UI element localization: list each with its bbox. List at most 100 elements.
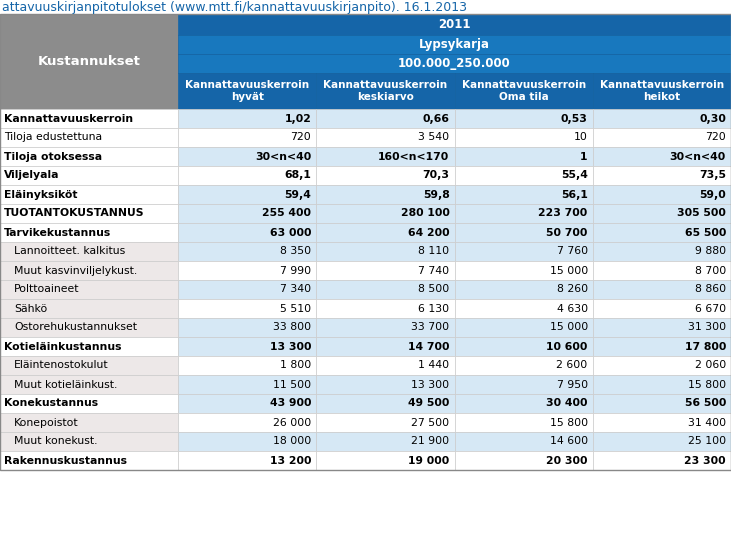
Text: 15 800: 15 800 (550, 418, 588, 428)
Bar (178, 413, 317, 432)
Text: 720: 720 (290, 132, 311, 143)
Bar (455, 223, 593, 242)
Bar (593, 185, 731, 204)
Text: Viljelyala: Viljelyala (4, 170, 59, 180)
Text: 23 300: 23 300 (684, 456, 726, 466)
Bar (0, 280, 178, 299)
Text: 6 130: 6 130 (418, 303, 450, 313)
Bar (317, 242, 455, 261)
Bar (455, 413, 593, 432)
Text: 25 100: 25 100 (688, 436, 726, 446)
Bar (593, 375, 731, 394)
Text: 49 500: 49 500 (408, 398, 450, 409)
Bar (178, 242, 317, 261)
Text: 6 670: 6 670 (695, 303, 726, 313)
Bar (593, 128, 731, 147)
Bar (178, 128, 317, 147)
Bar (593, 356, 731, 375)
Text: 11 500: 11 500 (273, 380, 311, 389)
Text: 20 300: 20 300 (546, 456, 588, 466)
Text: 0,30: 0,30 (699, 114, 726, 123)
Text: 64 200: 64 200 (408, 227, 450, 238)
Bar (0, 432, 178, 451)
Text: Kotieläinkustannus: Kotieläinkustannus (4, 342, 121, 351)
Text: 17 800: 17 800 (685, 342, 726, 351)
Text: 1 440: 1 440 (418, 360, 450, 371)
Bar (317, 318, 455, 337)
Bar (455, 128, 593, 147)
Bar (317, 223, 455, 242)
Text: 1 800: 1 800 (280, 360, 311, 371)
Text: Tiloja otoksessa: Tiloja otoksessa (4, 152, 102, 161)
Bar (178, 54, 731, 73)
Bar (317, 394, 455, 413)
Text: Eläintenostokulut: Eläintenostokulut (14, 360, 109, 371)
Bar (455, 356, 593, 375)
Text: 7 950: 7 950 (556, 380, 588, 389)
Bar (178, 375, 317, 394)
Text: 13 200: 13 200 (270, 456, 311, 466)
Bar (0, 166, 178, 185)
Bar (455, 109, 593, 128)
Bar (455, 242, 593, 261)
Bar (593, 73, 731, 109)
Text: Eläinyksiköt: Eläinyksiköt (4, 190, 77, 200)
Bar (0, 14, 178, 109)
Text: 8 350: 8 350 (280, 247, 311, 256)
Bar (317, 451, 455, 470)
Bar (0, 223, 178, 242)
Text: 18 000: 18 000 (273, 436, 311, 446)
Text: Konepoistot: Konepoistot (14, 418, 79, 428)
Bar (593, 413, 731, 432)
Text: 70,3: 70,3 (423, 170, 450, 180)
Bar (0, 242, 178, 261)
Bar (593, 337, 731, 356)
Bar (593, 242, 731, 261)
Text: 9 880: 9 880 (695, 247, 726, 256)
Bar (0, 109, 178, 128)
Text: Rakennuskustannus: Rakennuskustannus (4, 456, 127, 466)
Text: 33 800: 33 800 (273, 323, 311, 333)
Text: 30 400: 30 400 (546, 398, 588, 409)
Text: Muut kotieläinkust.: Muut kotieläinkust. (14, 380, 118, 389)
Text: 1,02: 1,02 (284, 114, 311, 123)
Bar (455, 337, 593, 356)
Bar (317, 261, 455, 280)
Text: 21 900: 21 900 (412, 436, 450, 446)
Bar (0, 356, 178, 375)
Text: 7 340: 7 340 (280, 285, 311, 294)
Bar (178, 280, 317, 299)
Bar (593, 299, 731, 318)
Text: 0,66: 0,66 (423, 114, 450, 123)
Bar (0, 14, 731, 470)
Text: Kannattavuuskerroin: Kannattavuuskerroin (323, 80, 447, 90)
Bar (455, 166, 593, 185)
Bar (317, 166, 455, 185)
Text: 63 000: 63 000 (270, 227, 311, 238)
Bar (178, 73, 317, 109)
Text: Kannattavuuskerroin: Kannattavuuskerroin (185, 80, 309, 90)
Bar (593, 223, 731, 242)
Text: 8 260: 8 260 (556, 285, 588, 294)
Bar (178, 261, 317, 280)
Text: 223 700: 223 700 (539, 208, 588, 218)
Bar (0, 128, 178, 147)
Text: 2011: 2011 (439, 18, 471, 31)
Text: Muut kasvinviljelykust.: Muut kasvinviljelykust. (14, 265, 137, 276)
Text: Kannattavuuskerroin: Kannattavuuskerroin (461, 80, 586, 90)
Text: 7 990: 7 990 (280, 265, 311, 276)
Bar (455, 147, 593, 166)
Bar (317, 147, 455, 166)
Text: 30<n<40: 30<n<40 (255, 152, 311, 161)
Text: 27 500: 27 500 (412, 418, 450, 428)
Bar (455, 261, 593, 280)
Bar (317, 375, 455, 394)
Text: 10: 10 (574, 132, 588, 143)
Bar (178, 223, 317, 242)
Bar (178, 204, 317, 223)
Text: heikot: heikot (643, 92, 681, 102)
Bar (178, 356, 317, 375)
Text: Lypsykarja: Lypsykarja (419, 38, 490, 51)
Text: 5 510: 5 510 (280, 303, 311, 313)
Bar (178, 14, 731, 35)
